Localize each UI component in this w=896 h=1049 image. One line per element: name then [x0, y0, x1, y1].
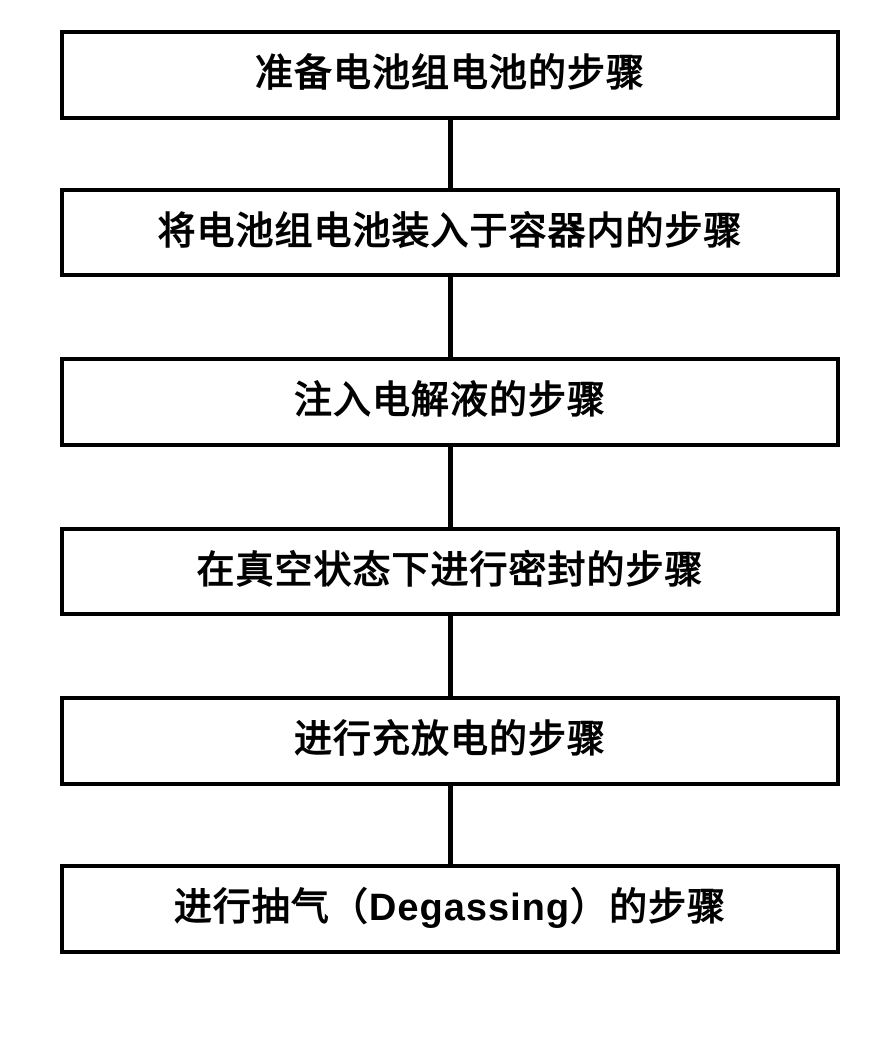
step-label: 进行抽气（Degassing）的步骤: [174, 887, 726, 929]
connector-1: [448, 120, 453, 188]
connector-2: [448, 277, 453, 357]
connector-4: [448, 616, 453, 696]
step-box-6: 进行抽气（Degassing）的步骤: [60, 864, 840, 954]
step-label: 注入电解液的步骤: [294, 380, 606, 422]
step-box-5: 进行充放电的步骤: [60, 696, 840, 786]
step-box-1: 准备电池组电池的步骤: [60, 30, 840, 120]
step-label: 将电池组电池装入于容器内的步骤: [157, 211, 742, 253]
step-box-2: 将电池组电池装入于容器内的步骤: [60, 188, 840, 278]
step-label: 准备电池组电池的步骤: [255, 53, 645, 95]
step-label: 进行充放电的步骤: [294, 719, 606, 761]
connector-5: [448, 786, 453, 864]
step-box-3: 注入电解液的步骤: [60, 357, 840, 447]
step-box-4: 在真空状态下进行密封的步骤: [60, 527, 840, 617]
connector-3: [448, 447, 453, 527]
step-label: 在真空状态下进行密封的步骤: [196, 550, 703, 592]
flowchart-container: 准备电池组电池的步骤 将电池组电池装入于容器内的步骤 注入电解液的步骤 在真空状…: [60, 30, 840, 954]
